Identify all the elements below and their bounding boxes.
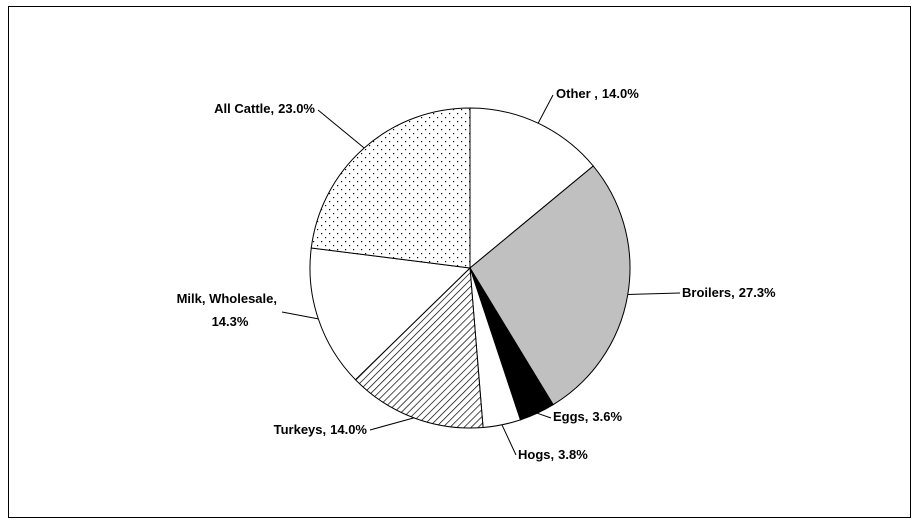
slice-value-label: 3.8%	[558, 447, 588, 462]
leader-line	[627, 292, 681, 296]
slice-value-label: 27.3%	[739, 285, 776, 300]
leader-line	[317, 109, 365, 149]
leader-line	[501, 424, 517, 456]
slice-label: Hogs, 3.8%	[518, 447, 588, 462]
pie-slice	[469, 107, 594, 270]
slice-category: Eggs,	[553, 409, 588, 424]
slice-category: Turkeys,	[274, 422, 327, 437]
slice-value-label: 14.0%	[602, 86, 639, 101]
slice-value-label: 23.0%	[278, 101, 315, 116]
slice-category: Other ,	[556, 86, 598, 101]
slice-label: Turkeys, 14.0%	[274, 422, 368, 437]
leader-line	[537, 94, 554, 124]
slice-category: Broilers,	[682, 285, 735, 300]
slice-label: Other , 14.0%	[556, 86, 639, 101]
slice-value-label: 14.3%	[212, 314, 249, 329]
slice-value-label: 14.0%	[330, 422, 367, 437]
slice-category: Milk, Wholesale,	[177, 291, 277, 306]
slice-label: Milk, Wholesale, 14.3%	[177, 291, 277, 329]
slice-label: Eggs, 3.6%	[553, 409, 622, 424]
slice-label: All Cattle, 23.0%	[214, 101, 315, 116]
slice-category: Hogs,	[518, 447, 554, 462]
pie-slice	[309, 247, 472, 381]
pie-slice	[310, 107, 471, 269]
leader-line	[537, 412, 552, 419]
slice-value-label: 3.6%	[592, 409, 622, 424]
slice-category: All Cattle,	[214, 101, 274, 116]
leader-line	[281, 311, 319, 320]
slice-label: Broilers, 27.3%	[682, 285, 776, 300]
pie-slice	[469, 165, 631, 406]
leader-line	[369, 417, 415, 431]
